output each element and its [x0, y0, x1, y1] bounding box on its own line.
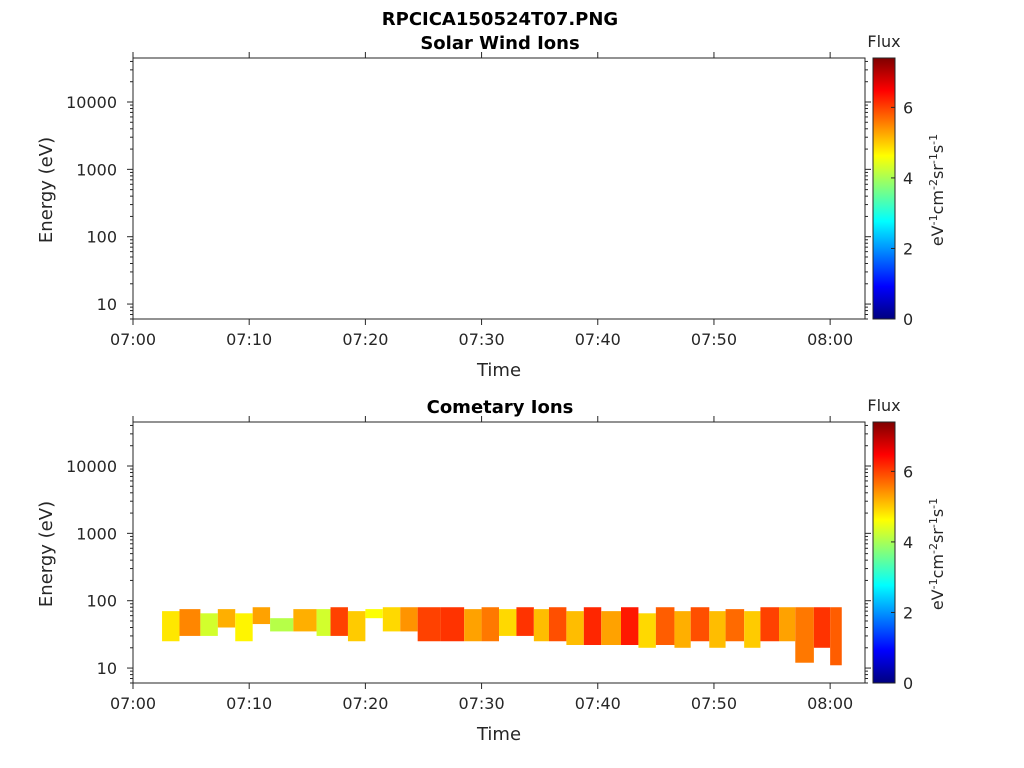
colorbar-unit-label: eV-1cm-2sr-1s-1 [927, 134, 947, 246]
flux-cell [621, 607, 639, 645]
flux-cell [270, 618, 294, 632]
figure-title: RPCICA150524T07.PNG [382, 9, 618, 30]
flux-cell [400, 607, 418, 632]
x-tick-label: 07:50 [691, 330, 737, 349]
flux-cell [601, 611, 621, 645]
flux-cell [830, 607, 842, 666]
flux-cell [813, 607, 831, 648]
flux-cell [200, 613, 218, 636]
x-tick-label: 08:00 [807, 694, 853, 713]
y-tick-label: 10000 [66, 93, 117, 112]
flux-cell [638, 613, 656, 648]
flux-cell [440, 607, 465, 642]
y-tick-label: 10 [97, 659, 117, 678]
flux-cell [533, 609, 549, 642]
flux-cell [709, 611, 726, 648]
panel-title: Cometary Ions [427, 397, 574, 418]
y-axis-label: Energy (eV) [36, 137, 57, 243]
y-tick-label: 10000 [66, 457, 117, 476]
plot-area [132, 57, 866, 320]
flux-cell [795, 607, 814, 663]
x-tick-label: 07:20 [342, 694, 388, 713]
colorbar-title: Flux [867, 32, 900, 51]
flux-cell [179, 609, 201, 636]
colorbar-tick-label: 4 [903, 169, 913, 188]
flux-cell [316, 609, 331, 636]
colorbar-tick-label: 6 [903, 98, 913, 117]
x-tick-label: 07:10 [226, 694, 272, 713]
flux-cell [516, 607, 534, 636]
y-tick-label: 1000 [76, 524, 117, 543]
x-tick-label: 07:40 [575, 330, 621, 349]
flux-cell [779, 607, 796, 642]
flux-cell [347, 611, 366, 642]
flux-cell [235, 613, 253, 642]
y-tick-label: 10 [97, 295, 117, 314]
colorbar-title: Flux [867, 396, 900, 415]
flux-cell [499, 609, 517, 636]
colorbar-tick-label: 0 [903, 674, 913, 693]
flux-cell [365, 609, 383, 619]
spectrogram-cells [162, 607, 842, 666]
cometary-ions-panel: Cometary Ions 07:00 07:10 07:20 07:30 07:40 0… [36, 396, 947, 745]
flux-cell [162, 611, 180, 642]
x-tick-label: 07:40 [575, 694, 621, 713]
flux-cell [655, 607, 675, 645]
solar-wind-ions-panel: Solar Wind Ions 07:00 07:10 07:20 07:30 07:4… [36, 32, 947, 381]
x-axis-label: Time [476, 724, 521, 745]
y-tick-label: 100 [86, 228, 117, 247]
colorbar-tick-label: 4 [903, 533, 913, 552]
flux-cell [566, 611, 584, 645]
flux-cell [382, 607, 401, 632]
colorbar-tick-label: 2 [903, 603, 913, 622]
x-tick-label: 08:00 [807, 330, 853, 349]
flux-cell [252, 607, 271, 625]
colorbar-ticks: 0 2 4 6 [891, 462, 913, 693]
flux-cell [548, 607, 567, 642]
flux-cell [217, 609, 236, 628]
flux-cell [760, 607, 780, 642]
y-tick-label: 1000 [76, 160, 117, 179]
panel-title: Solar Wind Ions [420, 33, 579, 54]
y-axis-label: Energy (eV) [36, 501, 57, 607]
flux-cell [690, 607, 710, 642]
colorbar-tick-label: 6 [903, 462, 913, 481]
flux-cell [417, 607, 441, 642]
flux-cell [464, 609, 482, 642]
colorbar-tick-label: 0 [903, 310, 913, 329]
x-tick-label: 07:00 [110, 330, 156, 349]
x-tick-label: 07:50 [691, 694, 737, 713]
colorbar-unit-label: eV-1cm-2sr-1s-1 [927, 498, 947, 610]
flux-cell [725, 609, 745, 642]
colorbar [872, 57, 896, 320]
x-tick-label: 07:00 [110, 694, 156, 713]
axis-ticks: 07:00 07:10 07:20 07:30 07:40 07:50 08:00 10 100… [66, 52, 871, 349]
flux-cell [744, 611, 761, 648]
y-tick-label: 100 [86, 592, 117, 611]
x-tick-label: 07:30 [459, 694, 505, 713]
x-axis-label: Time [476, 360, 521, 381]
flux-cell [293, 609, 317, 632]
flux-cell [583, 607, 602, 645]
colorbar-ticks: 0 2 4 6 [891, 98, 913, 329]
flux-cell [674, 611, 691, 648]
colorbar [872, 421, 896, 684]
colorbar-tick-label: 2 [903, 239, 913, 258]
x-tick-label: 07:10 [226, 330, 272, 349]
flux-cell [330, 607, 348, 636]
x-tick-label: 07:30 [459, 330, 505, 349]
x-tick-label: 07:20 [342, 330, 388, 349]
flux-cell [481, 607, 499, 642]
axis-ticks: 07:00 07:10 07:20 07:30 07:40 07:50 08:00 10 100… [66, 416, 871, 713]
